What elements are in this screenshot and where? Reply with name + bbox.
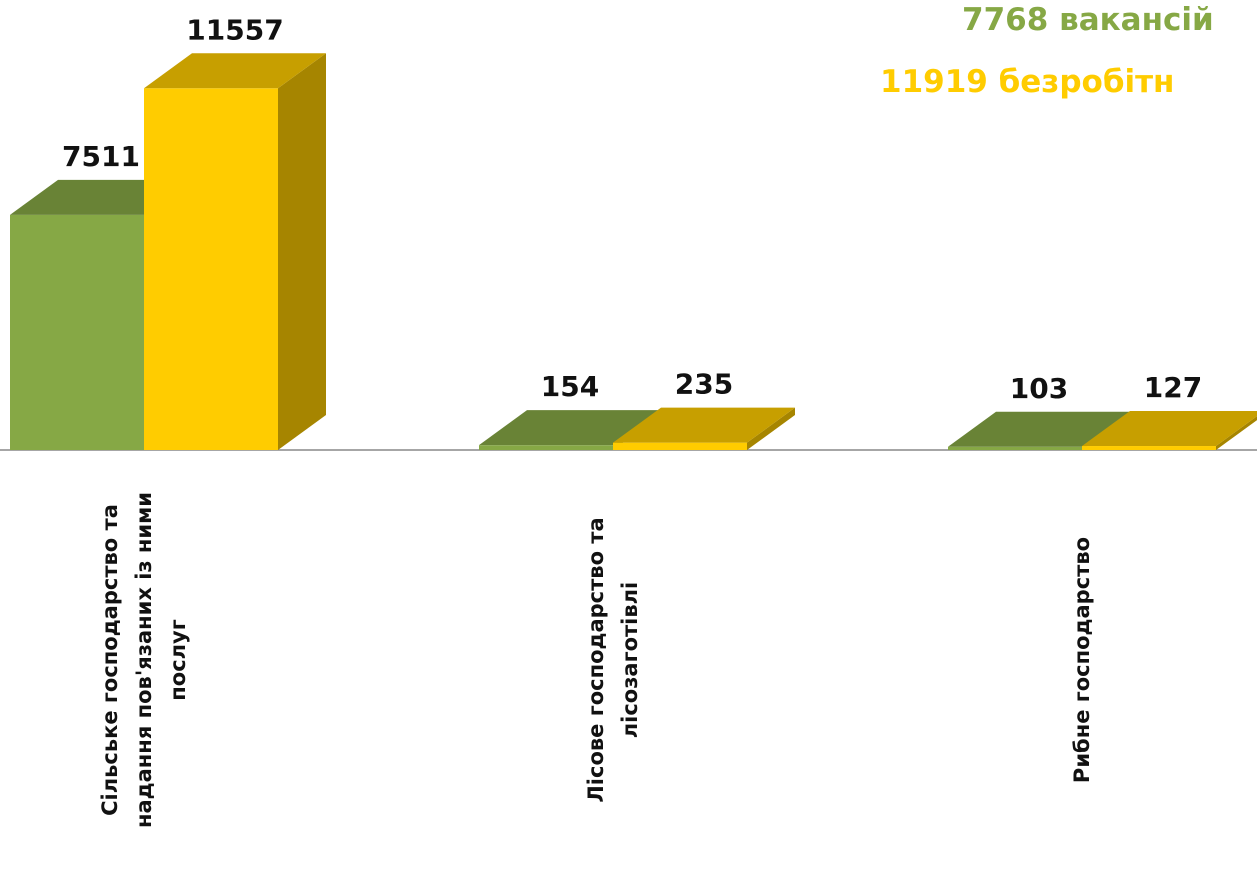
category-label-line: Рибне господарство [1070,537,1094,783]
category-label-line: Сільське господарство та [98,504,122,816]
category-label-line: лісозаготівлі [618,582,642,738]
legend-entry: 7768 вакансій [962,2,1214,38]
bar [613,442,747,450]
bar [948,446,1082,450]
bar-side [1216,416,1257,450]
category-label: Лісове господарство та лісозаготівлі [584,517,642,802]
value-label: 11557 [186,13,283,46]
bar-side [747,407,795,450]
bar-top [613,407,795,443]
bar [144,88,278,450]
bar-side [278,53,326,450]
category-label-line: Лісове господарство та [584,517,608,802]
bar [1082,446,1216,450]
category-label-line: надання пов'язаних із ними [132,492,156,828]
value-label: 127 [1144,371,1202,404]
value-label: 7511 [62,140,140,173]
value-label: 235 [675,368,733,401]
bar-top [144,53,326,89]
value-label: 154 [541,370,599,403]
bar-top [479,410,661,446]
bar [10,214,144,450]
bar-top [948,411,1130,447]
value-label: 103 [1010,372,1068,405]
legend-entry: 11919 безробітн [880,64,1174,100]
bar [479,445,613,450]
category-label-line: послуг [166,619,190,700]
category-label: Сільське господарство та надання пов'язан… [98,492,190,828]
bar-top [1082,411,1257,447]
category-label: Рибне господарство [1070,537,1094,783]
